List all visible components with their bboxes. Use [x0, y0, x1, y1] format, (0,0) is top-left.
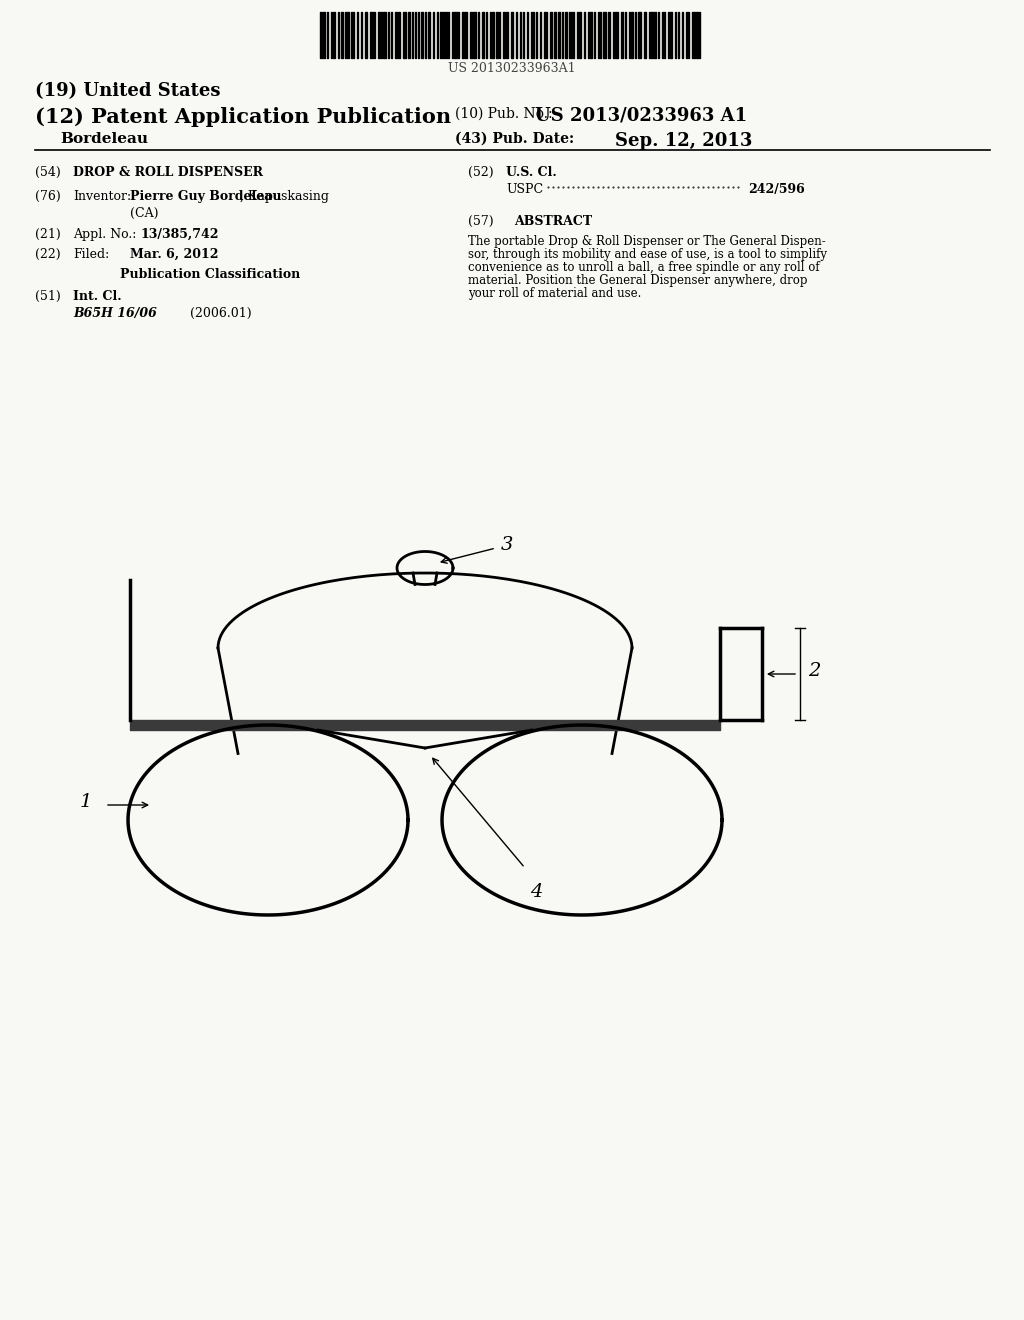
Text: Publication Classification: Publication Classification — [120, 268, 300, 281]
Text: (10) Pub. No.:: (10) Pub. No.: — [455, 107, 553, 121]
Text: your roll of material and use.: your roll of material and use. — [468, 286, 641, 300]
Text: (CA): (CA) — [130, 207, 159, 220]
Text: Int. Cl.: Int. Cl. — [73, 290, 122, 304]
Text: ABSTRACT: ABSTRACT — [514, 215, 592, 228]
Text: (54): (54) — [35, 166, 60, 180]
Text: 1: 1 — [80, 793, 92, 810]
Text: USPC: USPC — [506, 183, 543, 195]
Text: US 20130233963A1: US 20130233963A1 — [449, 62, 575, 75]
Text: (2006.01): (2006.01) — [190, 308, 252, 319]
Text: B65H 16/06: B65H 16/06 — [73, 308, 157, 319]
Text: Mar. 6, 2012: Mar. 6, 2012 — [130, 248, 218, 261]
Text: , Kapuskasing: , Kapuskasing — [240, 190, 329, 203]
Text: sor, through its mobility and ease of use, is a tool to simplify: sor, through its mobility and ease of us… — [468, 248, 827, 261]
Text: Inventor:: Inventor: — [73, 190, 131, 203]
Text: 2: 2 — [808, 663, 820, 680]
Text: (19) United States: (19) United States — [35, 82, 220, 100]
Text: material. Position the General Dispenser anywhere, drop: material. Position the General Dispenser… — [468, 275, 808, 286]
Text: DROP & ROLL DISPENSER: DROP & ROLL DISPENSER — [73, 166, 263, 180]
Text: U.S. Cl.: U.S. Cl. — [506, 166, 557, 180]
Text: 242/596: 242/596 — [748, 183, 805, 195]
Text: (43) Pub. Date:: (43) Pub. Date: — [455, 132, 574, 147]
Text: The portable Drop & Roll Dispenser or The General Dispen-: The portable Drop & Roll Dispenser or Th… — [468, 235, 825, 248]
Text: 13/385,742: 13/385,742 — [140, 228, 218, 242]
Text: Pierre Guy Bordeleau: Pierre Guy Bordeleau — [130, 190, 282, 203]
Text: Appl. No.:: Appl. No.: — [73, 228, 136, 242]
Text: (57): (57) — [468, 215, 494, 228]
Text: (76): (76) — [35, 190, 60, 203]
Text: Bordeleau: Bordeleau — [60, 132, 148, 147]
Text: Filed:: Filed: — [73, 248, 110, 261]
Text: (52): (52) — [468, 166, 494, 180]
Text: 3: 3 — [501, 536, 513, 554]
Text: (21): (21) — [35, 228, 60, 242]
Text: convenience as to unroll a ball, a free spindle or any roll of: convenience as to unroll a ball, a free … — [468, 261, 819, 275]
Text: Sep. 12, 2013: Sep. 12, 2013 — [615, 132, 753, 150]
Text: (22): (22) — [35, 248, 60, 261]
Text: 4: 4 — [530, 883, 543, 902]
Text: (51): (51) — [35, 290, 60, 304]
Text: (12) Patent Application Publication: (12) Patent Application Publication — [35, 107, 452, 127]
Text: US 2013/0233963 A1: US 2013/0233963 A1 — [535, 107, 748, 125]
